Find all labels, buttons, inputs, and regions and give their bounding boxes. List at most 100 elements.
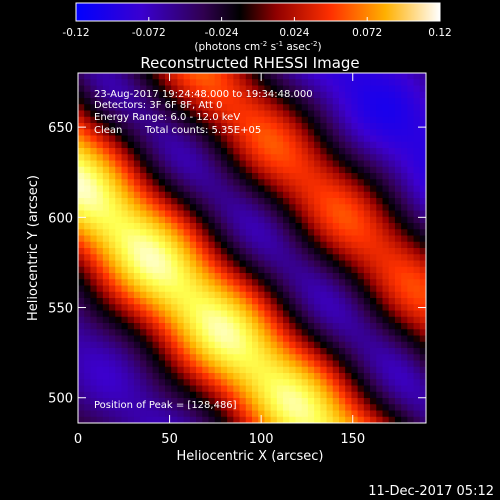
heatmap-cell xyxy=(84,323,92,330)
heatmap-cell xyxy=(171,154,179,162)
heatmap-cell xyxy=(133,266,141,274)
heatmap-cell xyxy=(133,116,141,124)
heatmap-cell xyxy=(295,373,303,380)
heatmap-cell xyxy=(177,191,185,199)
heatmap-cell xyxy=(407,291,415,299)
heatmap-cell xyxy=(183,248,191,255)
heatmap-cell xyxy=(301,266,309,274)
heatmap-cell xyxy=(363,298,371,305)
heatmap-cell xyxy=(227,416,234,423)
heatmap-cell xyxy=(196,379,203,387)
heatmap-cell xyxy=(90,248,98,255)
heatmap-cell xyxy=(307,379,315,387)
heatmap-cell xyxy=(96,110,104,118)
heatmap-cell xyxy=(270,98,278,105)
heatmap-cell xyxy=(388,85,396,93)
heatmap-cell xyxy=(109,273,116,280)
heatmap-cell xyxy=(394,273,402,280)
heatmap-cell xyxy=(90,241,98,249)
heatmap-cell xyxy=(196,79,203,87)
heatmap-cell xyxy=(245,129,253,137)
heatmap-cell xyxy=(407,329,415,337)
heatmap-cell xyxy=(127,410,135,418)
heatmap-cell xyxy=(307,273,315,280)
heatmap-cell xyxy=(245,104,253,112)
heatmap-cell xyxy=(115,291,123,299)
heatmap-cell xyxy=(363,141,371,149)
heatmap-cell xyxy=(413,260,421,268)
heatmap-cell xyxy=(171,385,179,393)
heatmap-cell xyxy=(382,173,390,180)
heatmap-cell xyxy=(78,191,85,199)
heatmap-cell xyxy=(363,248,371,255)
heatmap-cell xyxy=(158,266,166,274)
heatmap-cell xyxy=(376,404,384,412)
heatmap-cell xyxy=(245,323,253,330)
heatmap-cell xyxy=(214,316,222,324)
heatmap-cell xyxy=(320,248,328,255)
heatmap-cell xyxy=(376,154,384,162)
heatmap-cell xyxy=(146,223,154,230)
heatmap-cell xyxy=(96,404,104,412)
heatmap-cell xyxy=(214,79,222,87)
heatmap-cell xyxy=(314,85,321,93)
heatmap-cell xyxy=(407,248,415,255)
heatmap-cell xyxy=(115,98,123,105)
heatmap-cell xyxy=(220,116,228,124)
heatmap-cell xyxy=(109,141,116,149)
heatmap-cell xyxy=(276,360,284,368)
heatmap-cell xyxy=(326,123,334,130)
heatmap-cell xyxy=(314,266,321,274)
heatmap-cell xyxy=(233,129,241,137)
heatmap-cell xyxy=(177,129,185,137)
heatmap-cell xyxy=(245,385,253,393)
heatmap-cell xyxy=(283,404,290,412)
heatmap-cell xyxy=(388,216,396,224)
heatmap-cell xyxy=(96,91,104,99)
heatmap-cell xyxy=(245,229,253,237)
heatmap-cell xyxy=(183,410,191,418)
heatmap-cell xyxy=(214,373,222,380)
heatmap-cell xyxy=(419,85,426,93)
heatmap-cell xyxy=(376,235,384,243)
heatmap-cell xyxy=(177,104,185,112)
heatmap-cell xyxy=(189,123,197,130)
heatmap-cell xyxy=(152,304,160,312)
heatmap-cell xyxy=(283,141,290,149)
heatmap-cell xyxy=(301,104,309,112)
heatmap-cell xyxy=(320,241,328,249)
heatmap-cell xyxy=(177,185,185,193)
heatmap-cell xyxy=(345,241,353,249)
heatmap-cell xyxy=(264,116,272,124)
heatmap-cell xyxy=(388,285,396,293)
heatmap-cell xyxy=(264,248,272,255)
heatmap-cell xyxy=(339,254,346,262)
heatmap-cell xyxy=(140,260,147,268)
heatmap-cell xyxy=(84,291,92,299)
heatmap-cell xyxy=(264,166,272,174)
heatmap-cell xyxy=(270,235,278,243)
heatmap-cell xyxy=(276,85,284,93)
heatmap-cell xyxy=(146,91,154,99)
heatmap-cell xyxy=(276,229,284,237)
heatmap-cell xyxy=(102,316,110,324)
x-axis-ticks: 0 50 100 150 xyxy=(74,73,365,447)
heatmap-cell xyxy=(351,329,359,337)
heatmap-cell xyxy=(239,410,247,418)
heatmap-cell xyxy=(165,241,172,249)
heatmap-cell xyxy=(109,298,116,305)
heatmap-cell xyxy=(258,254,266,262)
heatmap-cell xyxy=(258,341,266,349)
heatmap-cell xyxy=(189,191,197,199)
heatmap-cell xyxy=(332,116,340,124)
heatmap-cell xyxy=(394,98,402,105)
heatmap-cell xyxy=(214,185,222,193)
heatmap-cell xyxy=(413,254,421,262)
heatmap-cell xyxy=(183,104,191,112)
heatmap-cell xyxy=(189,391,197,399)
heatmap-cell xyxy=(158,323,166,330)
heatmap-cell xyxy=(326,354,334,362)
heatmap-cell xyxy=(289,116,297,124)
heatmap-cell xyxy=(121,391,129,399)
